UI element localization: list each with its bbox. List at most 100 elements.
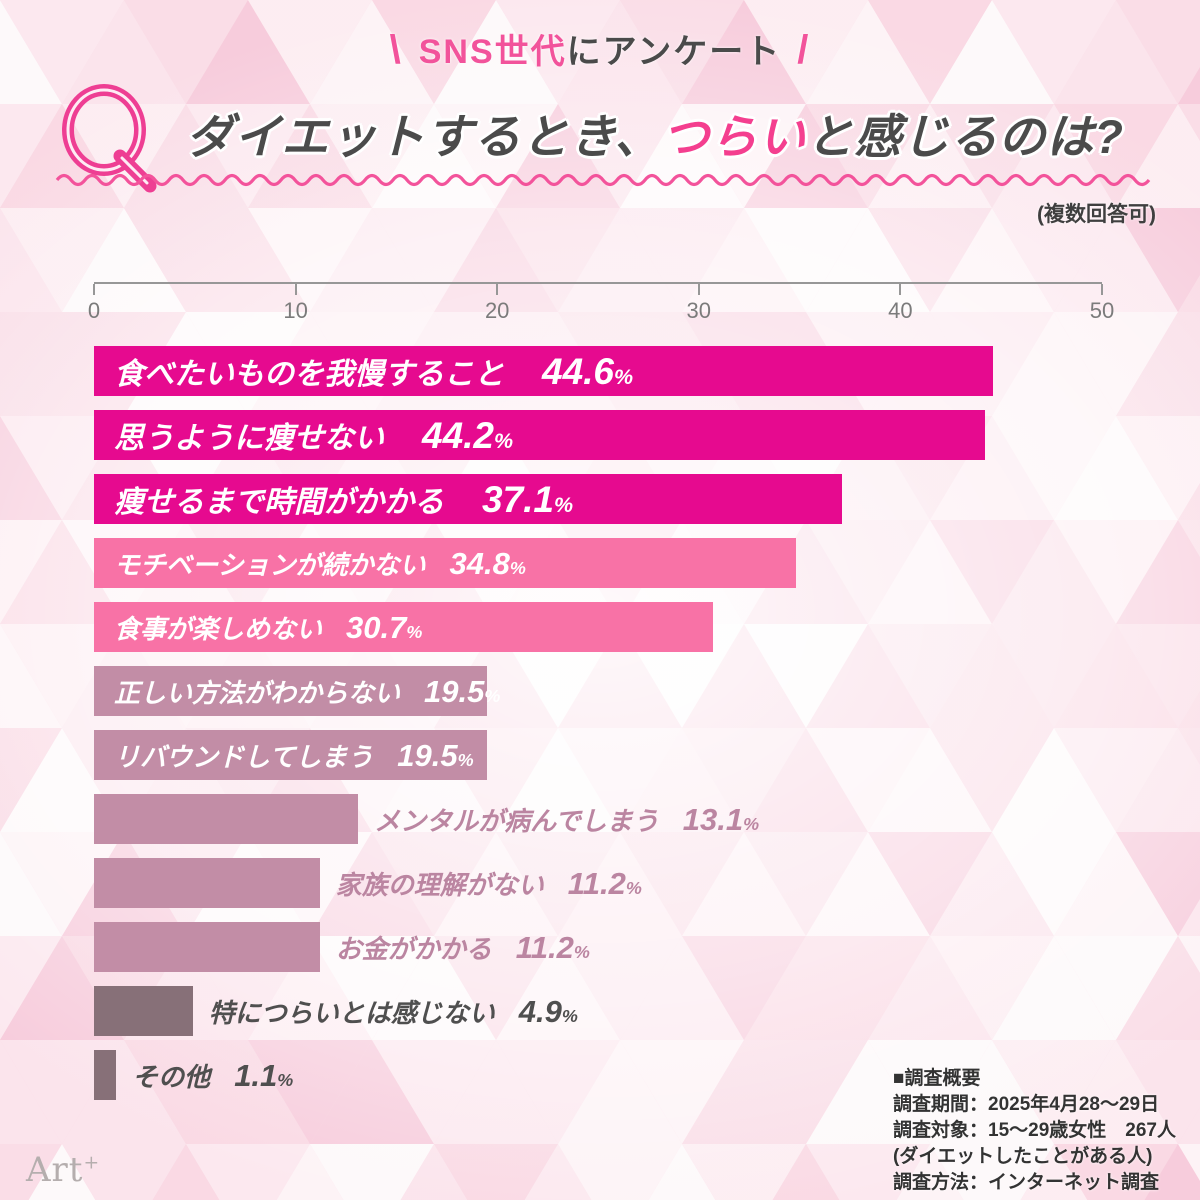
axis-tick (93, 284, 95, 295)
bar-value-unit: % (554, 493, 574, 517)
bar-value-unit: % (494, 429, 514, 453)
bar-row: 食事が楽しめない 30.7% (94, 602, 1102, 652)
bar-category-label: その他 (132, 1061, 211, 1092)
bar-value-unit: % (509, 557, 526, 578)
axis-tick (1101, 284, 1103, 295)
bar-category-label: 痩せるまで時間がかかる (114, 486, 444, 519)
bar-value: 4.9% (518, 993, 578, 1029)
bar: 食事が楽しめない 30.7% (94, 602, 713, 652)
survey-line-method: 調査方法：インターネット調査 (893, 1172, 1160, 1193)
bar-category-label: 家族の理解がない (335, 869, 544, 900)
x-axis: 0 10 20 30 40 50 (88, 282, 1114, 323)
bar-value: 44.6% (542, 351, 634, 392)
banner-right-slash: / (797, 28, 811, 72)
bar-value-unit: % (561, 1005, 578, 1026)
bar-value: 11.2% (567, 865, 642, 901)
bar: 痩せるまで時間がかかる 37.1% (94, 474, 842, 524)
banner: \ SNS世代にアンケート / (0, 24, 1200, 73)
bar (94, 922, 320, 972)
bar-chart: 0 10 20 30 40 50 食べたいものを我慢すること 44.6% 思うように痩せない 4… (88, 282, 1114, 1114)
bar-category-label: メンタルが病んでしまう (374, 805, 659, 836)
bar-label: 食事が楽しめない 30.7% (94, 609, 422, 646)
survey-overview: ■調査概要 調査期間：2025年4月28〜29日 調査対象：15〜29歳女性 2… (893, 1066, 1176, 1196)
bar-value-unit: % (573, 941, 590, 962)
title-pre: ダイエットするとき、 (186, 110, 663, 163)
bar-value-unit: % (277, 1069, 294, 1090)
wavy-underline (55, 173, 1151, 187)
bar-value: 11.2% (515, 929, 590, 965)
bar-category-label: 思うように痩せない (114, 422, 384, 455)
bar-label: 思うように痩せない 44.2% (94, 413, 513, 457)
bar (94, 986, 193, 1036)
bar-label: メンタルが病んでしまう 13.1% (374, 801, 759, 838)
bar-value: 30.7% (346, 609, 423, 645)
bar-value: 19.5% (397, 737, 474, 773)
bar-category-label: お金がかかる (335, 933, 492, 964)
bar-value: 19.5% (424, 673, 501, 709)
bar-row: 食べたいものを我慢すること 44.6% (94, 346, 1102, 396)
bar-category-label: 食べたいものを我慢すること (114, 358, 504, 391)
survey-line-period: 調査期間：2025年4月28〜29日 (893, 1094, 1160, 1115)
bar-label: その他 1.1% (132, 1057, 293, 1094)
bar-row: 家族の理解がない 11.2% (94, 858, 1102, 908)
axis-tick (899, 284, 902, 295)
bar-row: モチベーションが続かない 34.8% (94, 538, 1102, 588)
axis-tick-label: 50 (1089, 298, 1115, 323)
survey-heading: ■調査概要 (893, 1068, 981, 1089)
bar-category-label: モチベーションが続かない (114, 549, 426, 580)
bar-row: リバウンドしてしまう 19.5% (94, 730, 1102, 780)
bar (94, 858, 320, 908)
bar-value: 13.1% (682, 801, 760, 837)
bar-label: 食べたいものを我慢すること 44.6% (94, 349, 633, 393)
bar-label: お金がかかる 11.2% (336, 929, 590, 966)
bar-label: モチベーションが続かない 34.8% (94, 545, 526, 582)
bar-value-unit: % (484, 685, 501, 706)
banner-left-slash: \ (389, 28, 403, 72)
bar-row: メンタルが病んでしまう 13.1% (94, 794, 1102, 844)
axis-tick-label: 0 (87, 298, 101, 323)
bar-label: 特につらいとは感じない 4.9% (209, 993, 578, 1030)
bar-value: 1.1% (234, 1057, 294, 1093)
bar-value-unit: % (743, 813, 760, 834)
bar-label: 正しい方法がわからない 19.5% (94, 673, 500, 710)
bar-label: 痩せるまで時間がかかる 37.1% (94, 477, 573, 521)
bar: 食べたいものを我慢すること 44.6% (94, 346, 994, 396)
q-icon (62, 84, 157, 193)
bar-value-unit: % (406, 621, 423, 642)
survey-line-target: 調査対象：15〜29歳女性 267人 (893, 1120, 1176, 1141)
axis-tick-label: 30 (686, 298, 712, 323)
bar: 正しい方法がわからない 19.5% (94, 666, 500, 716)
bar: 思うように痩せない 44.2% (94, 410, 986, 460)
bar-label: リバウンドしてしまう 19.5% (94, 737, 474, 774)
title-highlight: つらい (662, 110, 807, 163)
bar-row: 思うように痩せない 44.2% (94, 410, 1102, 460)
bar-row: お金がかかる 11.2% (94, 922, 1102, 972)
title-post: と感じるのは? (806, 110, 1124, 163)
bar-category-label: 正しい方法がわからない (114, 677, 401, 708)
multiple-answers-note: (複数回答可) (1037, 203, 1156, 226)
bar-category-label: 食事が楽しめない (114, 613, 323, 644)
bars-container: 食べたいものを我慢すること 44.6% 思うように痩せない 44.2% 痩せるまで時間が… (94, 346, 1102, 1100)
bar-row: 特につらいとは感じない 4.9% (94, 986, 1102, 1036)
axis-tick (697, 284, 700, 295)
bar-row: 正しい方法がわからない 19.5% (94, 666, 1102, 716)
bar (94, 1050, 117, 1100)
bar: リバウンドしてしまう 19.5% (94, 730, 488, 780)
bar-row: 痩せるまで時間がかかる 37.1% (94, 474, 1102, 524)
page-title: ダイエットするとき、つらいと感じるのは? (150, 98, 1160, 167)
survey-line-target-note: (ダイエットしたことがある人) (893, 1146, 1153, 1167)
bar-row: その他 1.1% (94, 1050, 1102, 1100)
bar-category-label: 特につらいとは感じない (208, 997, 495, 1028)
bar-value-unit: % (625, 877, 642, 898)
bar (94, 794, 359, 844)
logo-plus: + (83, 1152, 101, 1174)
bar-value: 37.1% (482, 479, 574, 520)
bar-value-unit: % (457, 749, 474, 770)
artplus-logo: Art+ (26, 1150, 100, 1190)
axis-tick-label: 10 (283, 298, 308, 323)
axis-tick-label: 20 (484, 298, 510, 323)
bar-value: 34.8% (449, 545, 526, 581)
bar: モチベーションが続かない 34.8% (94, 538, 796, 588)
axis-tick (496, 284, 499, 295)
